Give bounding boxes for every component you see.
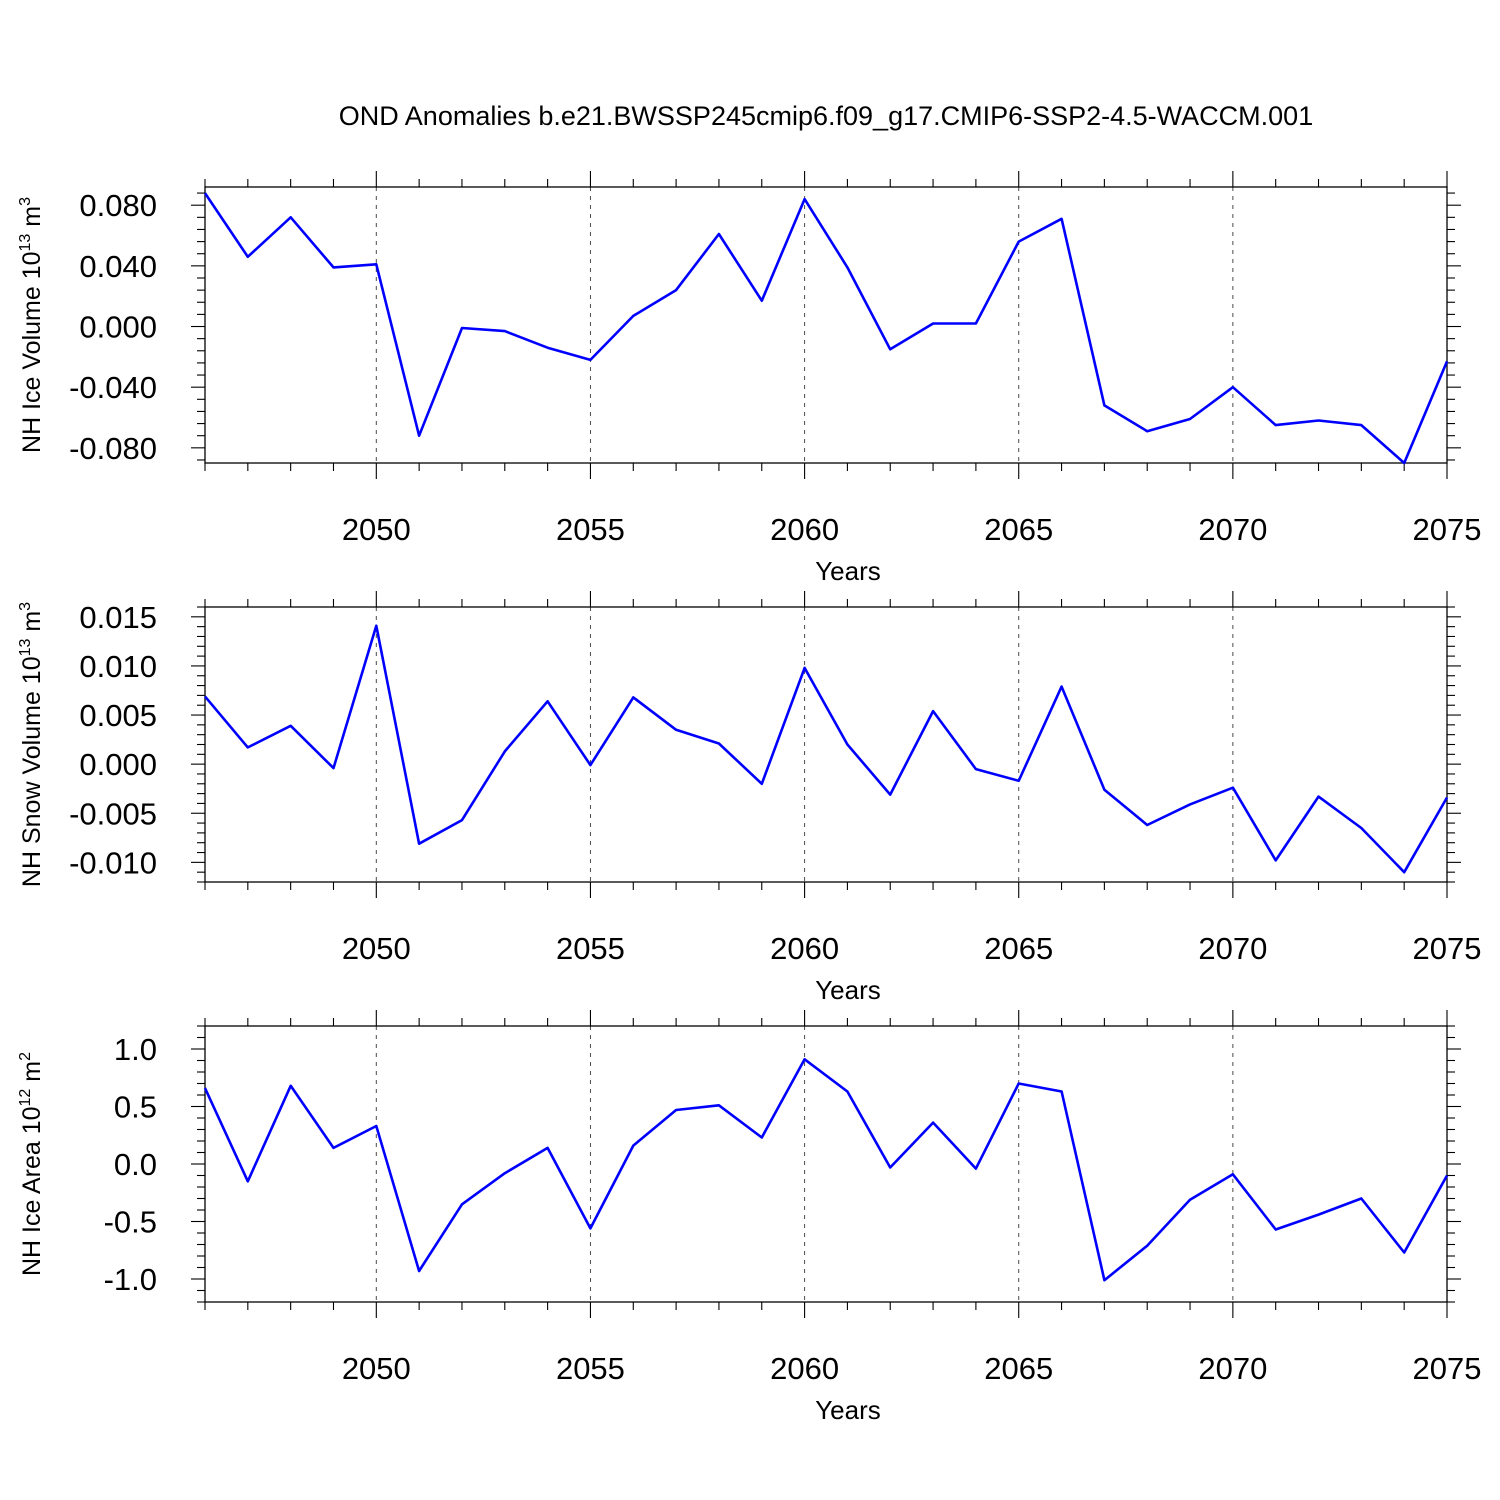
y-axis-label-superscript: 13: [17, 639, 34, 657]
x-tick-label: 2050: [342, 512, 411, 547]
x-tick-label: 2060: [770, 1351, 839, 1386]
plot-frame: [204, 186, 1448, 464]
plot-frame: [204, 1025, 1448, 1303]
y-tick-label: 0.5: [114, 1090, 157, 1125]
x-tick-label: 2070: [1198, 931, 1267, 966]
y-tick-label: 1.0: [114, 1032, 157, 1067]
series-line: [203, 192, 1449, 465]
y-tick-label: -1.0: [104, 1262, 157, 1297]
chart-panel-1: OND Anomalies b.e21.BWSSP245cmip6.f09_g1…: [17, 101, 1481, 586]
y-axis-label: NH Snow Volume 1013 m3: [17, 602, 46, 887]
y-axis-label: NH Ice Area 1012 m2: [17, 1052, 46, 1276]
y-axis-label-superscript: 3: [17, 197, 34, 206]
x-tick-label: 2060: [770, 512, 839, 547]
y-axis-label-part: m: [18, 206, 46, 234]
y-axis-label-part: m: [18, 1061, 46, 1089]
x-tick-label: 2050: [342, 931, 411, 966]
y-axis-label-superscript: 2: [17, 1052, 34, 1061]
y-tick-label: 0.015: [79, 600, 157, 635]
x-tick-label: 2075: [1413, 931, 1482, 966]
y-axis-label-superscript: 3: [17, 602, 34, 611]
x-tick-label: 2075: [1413, 1351, 1482, 1386]
chart-panel-3: 1.0 0.5 0.0 -0.5 -1.0 2050 2055 2060 2065 2070 207…: [17, 1010, 1481, 1425]
y-tick-label: 0.000: [79, 310, 157, 345]
y-tick-label: -0.010: [69, 845, 157, 880]
x-tick-label: 2065: [984, 1351, 1053, 1386]
x-tick-label: 2075: [1413, 512, 1482, 547]
y-tick-label: 0.010: [79, 649, 157, 684]
x-tick-label: 2055: [556, 931, 625, 966]
y-tick-label: -0.080: [69, 431, 157, 466]
x-tick-label: 2055: [556, 512, 625, 547]
x-axis-label: Years: [815, 556, 881, 586]
x-tick-label: 2070: [1198, 1351, 1267, 1386]
y-axis-label-superscript: 13: [17, 234, 34, 252]
x-tick-label: 2050: [342, 1351, 411, 1386]
y-axis-label-part: NH Ice Area 10: [18, 1106, 46, 1276]
y-axis-label: NH Ice Volume 1013 m3: [17, 197, 46, 453]
y-tick-label: -0.5: [104, 1205, 157, 1240]
y-tick-label: 0.0: [114, 1147, 157, 1182]
y-axis-label-part: NH Snow Volume 10: [18, 656, 46, 887]
y-tick-label: 0.000: [79, 747, 157, 782]
series-line: [203, 1058, 1449, 1282]
y-axis-label-part: NH Ice Volume 10: [18, 251, 46, 453]
x-tick-label: 2060: [770, 931, 839, 966]
plot-frame: [204, 606, 1448, 883]
chart-panel-2: 0.015 0.010 0.005 0.000 -0.005 -0.010 2050 2055…: [17, 591, 1481, 1005]
x-tick-label: 2070: [1198, 512, 1267, 547]
y-tick-label: -0.040: [69, 370, 157, 405]
y-axis-label-part: m: [18, 611, 46, 639]
y-tick-label: 0.040: [79, 249, 157, 284]
y-tick-label: -0.005: [69, 796, 157, 831]
chart-title: OND Anomalies b.e21.BWSSP245cmip6.f09_g1…: [339, 101, 1313, 131]
y-tick-label: 0.080: [79, 188, 157, 223]
y-tick-label: 0.005: [79, 698, 157, 733]
x-axis-label: Years: [815, 1395, 881, 1425]
series-line: [204, 624, 1449, 874]
x-axis-label: Years: [815, 975, 881, 1005]
y-axis-label-superscript: 12: [17, 1089, 34, 1107]
x-tick-label: 2065: [984, 931, 1053, 966]
x-tick-label: 2055: [556, 1351, 625, 1386]
x-tick-label: 2065: [984, 512, 1053, 547]
